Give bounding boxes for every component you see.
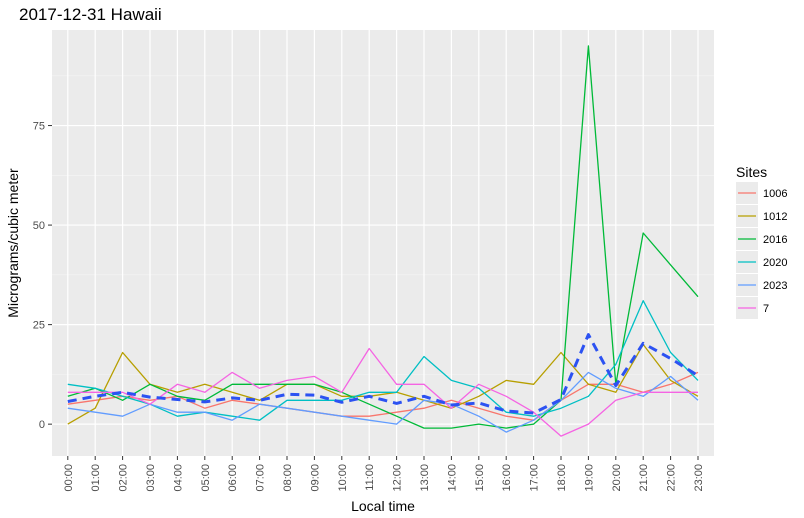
x-tick-label: 07:00 (255, 464, 267, 492)
major-gridlines (52, 30, 714, 456)
x-tick-label: 00:00 (63, 464, 75, 492)
series-line-2023 (67, 371, 699, 433)
x-tick-label: 03:00 (145, 464, 157, 492)
series-line-1012 (67, 343, 699, 425)
series-lines (67, 45, 699, 437)
x-tick-label: 13:00 (419, 464, 431, 492)
x-tick-label: 20:00 (611, 464, 623, 492)
y-axis-title: Micrograms/cubic meter (5, 168, 21, 318)
legend-label-1012: 1012 (763, 211, 787, 223)
x-tick-label: 17:00 (529, 464, 541, 492)
x-tick-label: 18:00 (556, 464, 568, 492)
minor-gridlines (52, 75, 714, 375)
x-tick-label: 22:00 (666, 464, 678, 492)
x-tick-label: 21:00 (638, 464, 650, 492)
y-axis-ticks: 0 25 50 75 (33, 121, 52, 431)
x-tick-label: 12:00 (392, 464, 404, 492)
y-tick-label: 50 (33, 220, 45, 232)
x-tick-label: 16:00 (501, 464, 513, 492)
x-axis-ticks: 00:00 01:00 02:00 03:00 04:00 05:00 06:00 07:00… (63, 456, 705, 492)
legend-label-1006: 1006 (763, 188, 787, 200)
x-axis-title: Local time (351, 498, 415, 514)
x-tick-label: 01:00 (90, 464, 102, 492)
x-tick-label: 06:00 (227, 464, 239, 492)
x-tick-label: 19:00 (583, 464, 595, 492)
x-tick-label: 10:00 (337, 464, 349, 492)
mean-line-layer (67, 333, 699, 415)
legend-label-7: 7 (763, 303, 769, 315)
plot-panel (52, 30, 714, 456)
x-tick-label: 15:00 (474, 464, 486, 492)
series-line-1006 (67, 371, 699, 421)
y-tick-label: 25 (33, 320, 45, 332)
x-tick-label: 14:00 (446, 464, 458, 492)
legend-label-2023: 2023 (763, 280, 787, 292)
mean-line (67, 333, 699, 415)
x-tick-label: 08:00 (282, 464, 294, 492)
x-tick-label: 02:00 (118, 464, 130, 492)
series-line-2020 (67, 300, 699, 421)
legend: Sites 1006 1012 2016 2020 2023 7 (736, 164, 787, 319)
y-tick-label: 0 (39, 419, 45, 431)
series-line-2016 (67, 45, 699, 429)
chart-title: 2017-12-31 Hawaii (19, 5, 162, 24)
x-tick-label: 09:00 (309, 464, 321, 492)
legend-title: Sites (736, 164, 767, 180)
series-line-7 (67, 347, 698, 437)
legend-label-2020: 2020 (763, 257, 787, 269)
x-tick-label: 23:00 (693, 464, 705, 492)
x-tick-label: 04:00 (172, 464, 184, 492)
x-tick-label: 05:00 (200, 464, 212, 492)
legend-label-2016: 2016 (763, 234, 787, 246)
y-tick-label: 75 (33, 121, 45, 133)
x-tick-label: 11:00 (364, 464, 376, 491)
